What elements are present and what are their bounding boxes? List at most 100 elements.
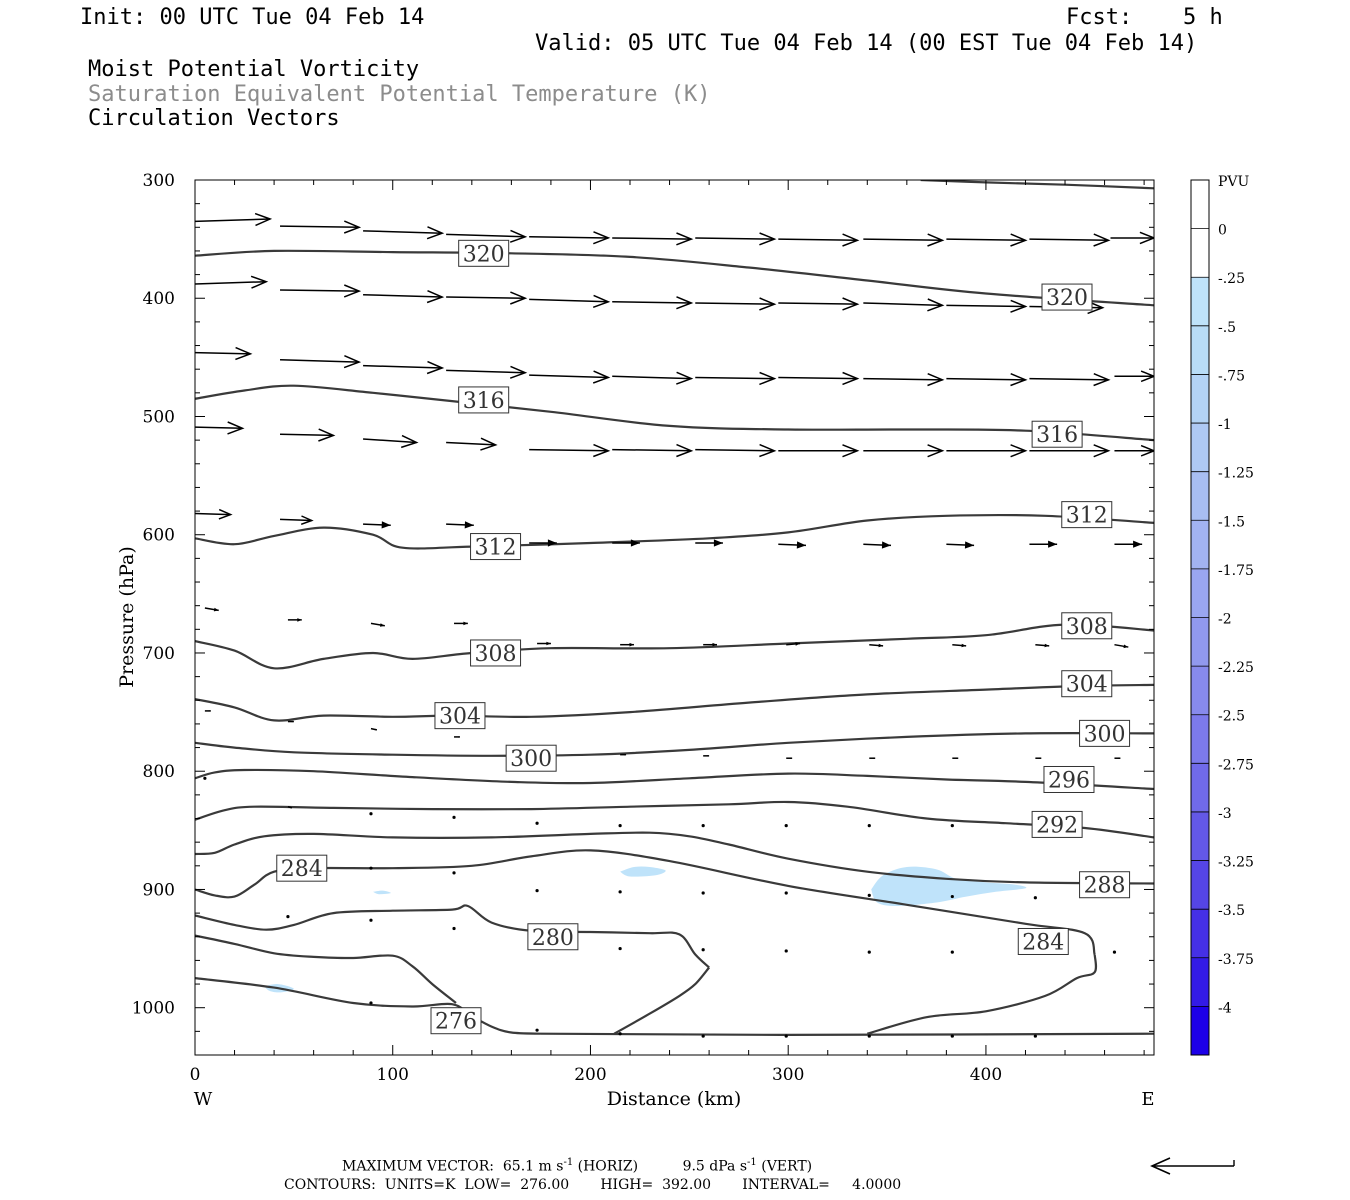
y-axis-label: Pressure (hPa)	[116, 546, 138, 688]
circulation-vector-29	[695, 371, 777, 386]
contour-label-300-1: 300	[1079, 719, 1131, 747]
svg-text:292: 292	[1036, 813, 1078, 838]
svg-text:312: 312	[475, 536, 517, 561]
theta-es-contour-300	[195, 732, 1154, 757]
circulation-vector-60	[287, 618, 302, 622]
circulation-vector-87	[618, 824, 622, 828]
circulation-vector-82	[203, 776, 207, 780]
colorbar-label-2: -.5	[1218, 320, 1236, 336]
colorbar-swatch-17	[1191, 1006, 1209, 1056]
circulation-vector-39	[529, 443, 611, 458]
circulation-vector-25	[363, 360, 445, 375]
circulation-vector-83	[287, 805, 293, 809]
circulation-vector-65	[703, 642, 718, 647]
circulation-vector-55	[863, 541, 892, 549]
colorbar-label-15: -3.75	[1218, 952, 1254, 968]
circulation-vector-73	[370, 727, 378, 731]
circulation-vector-30	[778, 371, 860, 386]
colorbar-label-0: 0	[1218, 223, 1227, 239]
circulation-vector-95	[452, 871, 456, 875]
contour-label-300-0: 300	[505, 744, 557, 772]
theta-es-contour-segment-3	[540, 1032, 1154, 1037]
circulation-vector-107	[618, 946, 622, 951]
circulation-vector-90	[867, 824, 871, 828]
circulation-vector-0	[195, 212, 273, 227]
colorbar-swatch-2	[1191, 277, 1209, 327]
circulation-vector-66	[786, 642, 801, 646]
circulation-vector-85	[452, 815, 456, 819]
x-tick-label-100: 100	[377, 1065, 409, 1085]
field-title-mpv: Moist Potential Vorticity	[88, 57, 420, 82]
svg-text:288: 288	[1084, 874, 1126, 899]
circulation-vector-27	[529, 370, 611, 384]
circulation-vector-36	[280, 428, 336, 442]
reference-vector-arrow	[1150, 1157, 1235, 1175]
theta-es-contour-308	[195, 623, 1154, 670]
circulation-vector-8	[863, 233, 945, 247]
colorbar-label-10: -2.5	[1218, 709, 1245, 725]
svg-text:320: 320	[1046, 286, 1088, 311]
colorbar-label-11: -2.75	[1218, 757, 1254, 773]
circulation-vector-31	[863, 373, 945, 387]
circulation-vector-105	[452, 926, 456, 931]
contour-label-304-1: 304	[1061, 670, 1113, 698]
circulation-vector-40	[612, 443, 694, 458]
circulation-vector-113	[1112, 950, 1117, 954]
circulation-vector-18	[695, 297, 777, 311]
svg-text:300: 300	[1084, 722, 1126, 747]
colorbar-swatch-11	[1191, 714, 1209, 764]
circulation-vector-20	[863, 298, 945, 312]
circulation-vector-67	[869, 643, 884, 648]
circulation-vector-43	[863, 444, 945, 458]
x-tick-label-300: 300	[772, 1065, 804, 1085]
circulation-vector-71	[204, 710, 211, 712]
colorbar-label-16: -4	[1218, 1000, 1232, 1016]
theta-es-contour-288	[195, 831, 1154, 885]
y-tick-label-600: 600	[143, 526, 175, 546]
colorbar-label-8: -2	[1218, 612, 1232, 628]
svg-text:304: 304	[1066, 673, 1108, 698]
circulation-vector-70	[1114, 643, 1129, 649]
max-vector-vert-unit: (VERT)	[761, 1158, 813, 1175]
contour-label-308-0: 308	[470, 639, 522, 667]
svg-text:308: 308	[1066, 615, 1108, 640]
circulation-vector-24	[280, 355, 362, 369]
circulation-vector-80	[1035, 757, 1042, 759]
theta-es-contour-320	[195, 249, 1154, 307]
svg-text:308: 308	[475, 642, 517, 667]
circulation-vector-120	[867, 1034, 871, 1038]
svg-text:316: 316	[463, 389, 505, 414]
theta-es-contour-segment-4	[920, 180, 1154, 190]
circulation-vector-84	[369, 812, 373, 816]
circulation-vector-119	[784, 1034, 788, 1038]
circulation-vector-56	[946, 541, 975, 549]
circulation-vector-104	[369, 918, 373, 922]
y-tick-label-300: 300	[143, 171, 175, 191]
circulation-vector-117	[618, 1032, 622, 1036]
circulation-vector-69	[1035, 643, 1050, 648]
circulation-vector-44	[946, 444, 1028, 458]
circulation-vector-28	[612, 371, 694, 385]
y-tick-label-500: 500	[143, 407, 175, 427]
circulation-vector-94	[369, 866, 373, 870]
max-vector-horiz-unit: (HORIZ)	[577, 1158, 639, 1175]
circulation-vector-59	[204, 607, 219, 612]
colorbar-label-14: -3.5	[1218, 903, 1245, 919]
svg-text:320: 320	[463, 242, 505, 267]
theta-es-contour-segment-0	[195, 934, 457, 1004]
circulation-vector-74	[454, 736, 460, 738]
theta-es-contour-284	[195, 849, 1096, 955]
circulation-vector-42	[778, 444, 860, 458]
circulation-vector-48	[279, 515, 314, 526]
theta-es-contour-312	[195, 513, 1154, 550]
circulation-vector-11	[1110, 231, 1154, 245]
circulation-vector-118	[701, 1034, 705, 1038]
circulation-vector-37	[363, 434, 419, 449]
svg-text:276: 276	[435, 1010, 477, 1035]
circulation-vector-100	[867, 893, 871, 897]
circulation-vector-33	[1029, 373, 1111, 387]
circulation-vector-109	[784, 949, 788, 953]
colorbar-swatch-8	[1191, 568, 1209, 618]
contour-label-292-0: 292	[1031, 810, 1083, 838]
